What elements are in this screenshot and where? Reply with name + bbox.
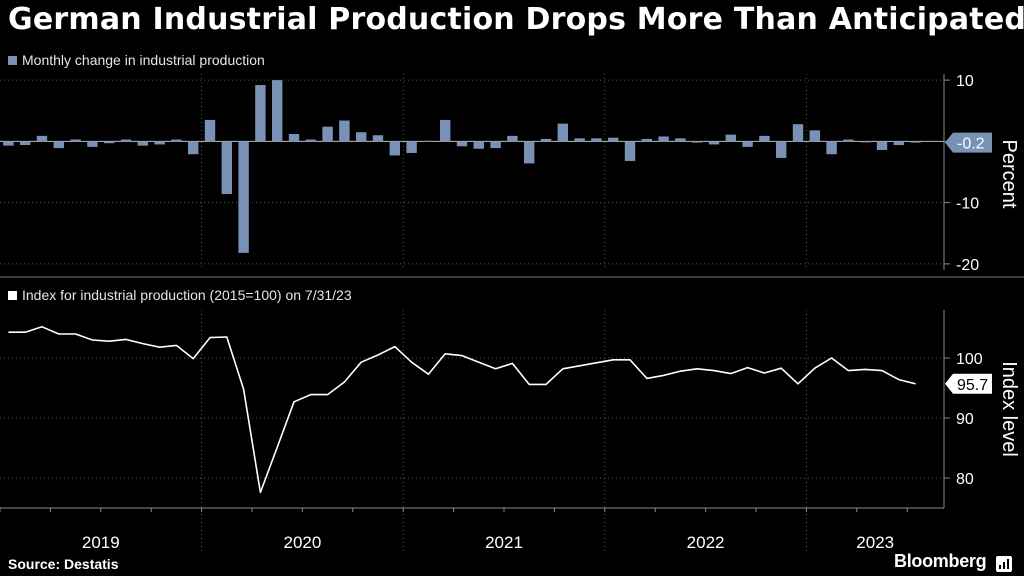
bar-mark <box>271 80 283 142</box>
bar-mark <box>641 138 653 142</box>
bar-mark <box>255 85 266 142</box>
bar-mark <box>624 141 636 161</box>
bar-mark <box>473 141 485 149</box>
bar-mark <box>523 141 535 164</box>
bar-mark <box>826 141 837 155</box>
bar-mark <box>154 141 165 145</box>
bar-mark <box>775 141 787 158</box>
bar-mark <box>809 130 821 142</box>
bar-last-value-label: -0.2 <box>957 136 985 153</box>
x-axis-year-label: 2021 <box>485 533 523 552</box>
bar-mark <box>36 135 48 142</box>
bar-mark <box>507 135 518 142</box>
bar-mark <box>406 141 417 154</box>
bar-mark <box>691 141 703 143</box>
bar-mark <box>19 141 31 146</box>
line-y-axis-title: Index level <box>998 361 1020 457</box>
bar-mark <box>893 141 905 146</box>
bar-mark <box>339 120 350 142</box>
bar-legend-label: Monthly change in industrial production <box>22 52 265 68</box>
line-y-tick-label: 100 <box>956 351 983 368</box>
bar-mark <box>389 141 401 156</box>
line-legend-swatch <box>8 290 17 300</box>
bar-mark <box>87 141 98 147</box>
bar-mark <box>120 139 132 142</box>
x-axis-year-label: 2020 <box>283 533 321 552</box>
chart-title: German Industrial Production Drops More … <box>8 2 1024 37</box>
bar-mark <box>910 141 921 143</box>
bloomberg-mark-icon <box>996 556 1012 572</box>
bar-y-axis-title: Percent <box>998 140 1020 209</box>
line-last-value-label: 95.7 <box>957 377 988 394</box>
line-last-value-flag <box>945 373 992 394</box>
line-legend: Index for industrial production (2015=10… <box>8 287 352 303</box>
bar-mark <box>708 141 720 145</box>
bar-mark <box>171 139 182 142</box>
bar-mark <box>876 141 888 150</box>
x-axis-year-label: 2023 <box>856 533 894 552</box>
bar-mark <box>540 138 552 142</box>
index-line-series <box>8 325 916 494</box>
bar-mark <box>843 139 854 142</box>
bar-mark <box>591 138 602 142</box>
bar-mark <box>187 141 199 155</box>
bar-mark <box>238 141 249 253</box>
bar-y-tick-label: -20 <box>956 257 979 274</box>
bar-legend: Monthly change in industrial production <box>8 52 265 68</box>
line-legend-label: Index for industrial production (2015=10… <box>22 287 352 303</box>
bar-mark <box>759 135 770 142</box>
source-note: Source: Destatis <box>8 556 119 572</box>
bar-mark <box>792 124 804 142</box>
bar-mark <box>305 139 317 142</box>
bar-mark <box>204 119 216 142</box>
bar-mark <box>574 138 585 142</box>
x-axis-year-label: 2022 <box>687 533 725 552</box>
line-y-tick-label: 90 <box>956 411 974 428</box>
bar-mark <box>372 135 384 142</box>
bar-mark <box>3 141 14 146</box>
bloomberg-logo: Bloomberg <box>894 551 987 571</box>
bar-y-tick-label: 10 <box>956 73 974 90</box>
bar-mark <box>490 141 501 149</box>
bar-mark <box>557 123 569 142</box>
bar-mark <box>423 140 434 142</box>
bar-mark <box>70 139 81 142</box>
bar-mark <box>725 134 737 142</box>
bar-mark <box>439 119 451 142</box>
bar-mark <box>221 141 233 195</box>
bar-mark <box>53 141 65 149</box>
bar-mark <box>137 141 149 146</box>
bar-mark <box>607 137 619 142</box>
bar-mark <box>103 141 115 144</box>
bar-mark <box>675 138 686 142</box>
bar-mark <box>658 136 669 142</box>
bar-mark <box>355 132 367 142</box>
bar-last-value-flag <box>945 132 992 153</box>
bar-mark <box>456 141 468 147</box>
line-y-tick-label: 80 <box>956 471 974 488</box>
bar-mark <box>859 141 871 143</box>
bar-mark <box>322 126 333 142</box>
bar-mark <box>288 134 300 142</box>
bar-legend-swatch <box>8 55 17 65</box>
bar-mark <box>742 141 753 147</box>
x-axis-year-label: 2019 <box>82 533 120 552</box>
bar-y-tick-label: -10 <box>956 196 979 213</box>
